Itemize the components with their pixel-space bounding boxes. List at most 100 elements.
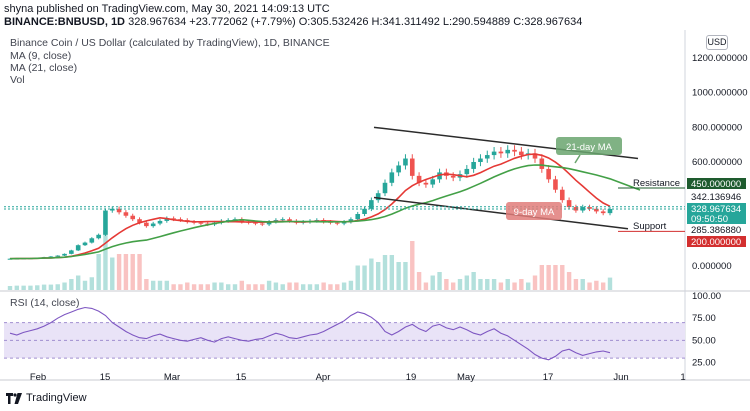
volume-bar bbox=[198, 284, 204, 290]
volume-bar bbox=[423, 282, 429, 290]
volume-bar bbox=[253, 284, 258, 290]
volume-bar bbox=[539, 265, 545, 290]
rsi-tick-label: 50.00 bbox=[692, 335, 716, 346]
time-axis[interactable]: Feb 15 Mar 15 Apr 19 May 17 Jun 1 bbox=[30, 372, 686, 383]
price-badge-label: 328.967634 bbox=[691, 204, 741, 215]
volume-bar bbox=[348, 280, 354, 290]
volume-bar bbox=[600, 282, 606, 290]
candle-body bbox=[103, 210, 108, 235]
candle-body bbox=[287, 219, 292, 221]
candle-body bbox=[137, 219, 142, 223]
publish-line: shyna published on TradingView.com, May … bbox=[4, 3, 330, 15]
volume-bar bbox=[21, 285, 26, 290]
volume-bar bbox=[75, 275, 81, 290]
rsi-tick-label: 25.00 bbox=[692, 358, 716, 369]
volume-bar bbox=[219, 282, 224, 290]
candle-body bbox=[403, 158, 408, 166]
rsi-legend[interactable]: RSI (14, close) bbox=[10, 297, 80, 309]
candle-body bbox=[116, 208, 122, 213]
volume-bar bbox=[260, 284, 265, 290]
candle-body bbox=[484, 155, 490, 159]
vol-legend[interactable]: Vol bbox=[10, 74, 25, 86]
moving-averages bbox=[9, 153, 641, 260]
volume-bar bbox=[410, 241, 415, 290]
candle-body bbox=[587, 207, 592, 209]
candle-body bbox=[144, 222, 149, 227]
volume-bar bbox=[457, 279, 463, 290]
candle-body bbox=[253, 222, 258, 224]
ohlc: O:305.532426 H:341.311492 L:290.594889 C… bbox=[298, 16, 583, 28]
ma21-label: 21-day MA bbox=[566, 142, 613, 153]
horizontal-levels bbox=[4, 187, 685, 232]
candle-body bbox=[130, 215, 136, 220]
ma9-legend[interactable]: MA (9, close) bbox=[10, 50, 72, 62]
volume-bar bbox=[116, 254, 122, 290]
candle-body bbox=[464, 168, 470, 175]
support-label: Support bbox=[633, 221, 667, 232]
volume-bar bbox=[205, 284, 210, 290]
candle-body bbox=[512, 149, 517, 152]
volume-bar bbox=[485, 279, 490, 290]
currency-button[interactable]: USD bbox=[706, 35, 728, 50]
candle-body bbox=[594, 208, 599, 212]
rsi-line bbox=[9, 306, 611, 361]
candle-body bbox=[280, 219, 286, 221]
candle-body bbox=[607, 208, 613, 214]
volume-bar bbox=[82, 280, 88, 290]
candle-body bbox=[396, 165, 401, 173]
candle-body bbox=[48, 256, 54, 258]
candle-body bbox=[478, 158, 483, 162]
ma21-label-box bbox=[556, 137, 622, 155]
candle-body bbox=[471, 162, 476, 169]
volume-bar bbox=[560, 265, 565, 290]
volume-bar bbox=[164, 280, 170, 290]
volume-bar bbox=[607, 277, 613, 290]
rsi-pane: 100.00 75.00 50.00 25.00 bbox=[4, 291, 721, 369]
volume-bar bbox=[7, 286, 13, 290]
volume-bar bbox=[519, 279, 524, 290]
candle-body bbox=[178, 219, 183, 221]
candle-body bbox=[389, 172, 395, 183]
candle-body bbox=[573, 207, 579, 211]
candle-body bbox=[355, 214, 361, 220]
volume-bar bbox=[321, 282, 326, 290]
volume-bar bbox=[62, 282, 67, 290]
last-price: 328.967634 bbox=[128, 16, 187, 28]
ma9-label: 9-day MA bbox=[514, 207, 555, 218]
candle-body bbox=[553, 179, 558, 190]
ma21-line bbox=[9, 164, 641, 260]
price-badge bbox=[687, 236, 746, 247]
time-tick-label: Jun bbox=[613, 372, 628, 383]
volume-bar bbox=[437, 272, 442, 290]
candle-body bbox=[532, 153, 538, 159]
rsi-band bbox=[4, 322, 685, 359]
volume-bar bbox=[355, 265, 360, 290]
candle-body bbox=[362, 208, 367, 214]
volume-bar bbox=[444, 279, 449, 290]
volume-bar bbox=[294, 282, 299, 290]
volume-bar bbox=[594, 280, 599, 290]
volume-bar bbox=[239, 280, 245, 290]
volume-bar bbox=[505, 279, 510, 290]
candle-body bbox=[430, 179, 436, 185]
price-badge-label: 09:50:50 bbox=[691, 214, 728, 225]
volume-bar bbox=[362, 265, 367, 290]
price-axis[interactable]: 1200.000000 1000.000000 800.000000 600.0000… bbox=[687, 53, 747, 272]
ma21-legend[interactable]: MA (21, close) bbox=[10, 62, 78, 74]
candle-body bbox=[519, 151, 524, 156]
candle-body bbox=[259, 223, 265, 225]
volume-bar bbox=[103, 230, 108, 290]
volume-bar bbox=[150, 280, 156, 290]
candle-body bbox=[491, 151, 497, 156]
candle-body bbox=[69, 250, 74, 254]
price-badge bbox=[687, 178, 746, 189]
volume-bar bbox=[212, 282, 217, 290]
support-line bbox=[373, 196, 629, 230]
tradingview-text: TradingView bbox=[26, 392, 87, 404]
time-tick-label: Apr bbox=[316, 372, 331, 383]
change: +23.772062 (+7.79%) bbox=[189, 16, 296, 28]
time-tick-label: 15 bbox=[236, 372, 247, 383]
candle-body bbox=[96, 234, 101, 239]
tradingview-logo[interactable]: TradingView bbox=[6, 392, 87, 404]
